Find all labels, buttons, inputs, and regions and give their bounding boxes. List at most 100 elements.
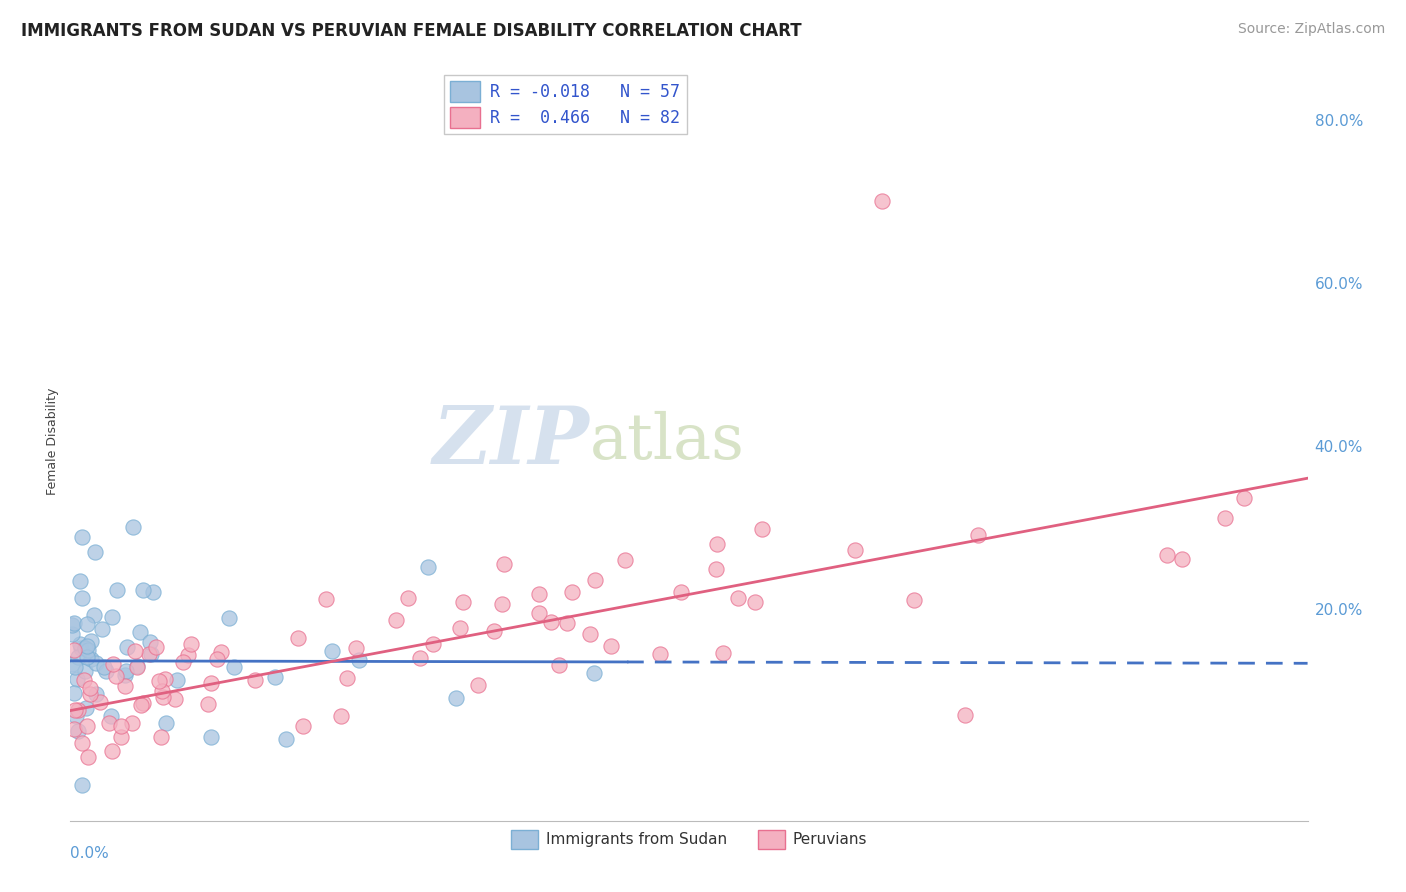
Point	[555, 616, 578, 631]
Point	[205, 652, 228, 666]
Point	[451, 595, 474, 609]
Point	[491, 598, 513, 612]
Point	[315, 591, 337, 606]
Point	[583, 573, 606, 587]
Point	[172, 656, 194, 670]
Point	[166, 673, 188, 687]
Text: atlas: atlas	[591, 411, 745, 472]
Point	[197, 698, 219, 712]
Point	[84, 656, 107, 670]
Point	[200, 730, 222, 744]
Point	[101, 657, 124, 671]
Point	[76, 650, 98, 665]
Legend: Immigrants from Sudan, Peruvians: Immigrants from Sudan, Peruvians	[505, 824, 873, 855]
Point	[711, 646, 734, 660]
Point	[75, 700, 97, 714]
Text: IMMIGRANTS FROM SUDAN VS PERUVIAN FEMALE DISABILITY CORRELATION CHART: IMMIGRANTS FROM SUDAN VS PERUVIAN FEMALE…	[21, 22, 801, 40]
Point	[903, 593, 925, 607]
Point	[77, 750, 100, 764]
Point	[79, 681, 101, 695]
Point	[132, 696, 155, 710]
Point	[72, 736, 94, 750]
Point	[63, 686, 86, 700]
Point	[110, 719, 132, 733]
Point	[222, 660, 245, 674]
Point	[329, 709, 352, 723]
Point	[97, 716, 120, 731]
Point	[492, 558, 515, 572]
Point	[65, 709, 87, 723]
Point	[131, 583, 153, 598]
Point	[209, 645, 232, 659]
Point	[650, 648, 672, 662]
Point	[751, 523, 773, 537]
Point	[706, 562, 728, 576]
Point	[89, 694, 111, 708]
Point	[142, 585, 165, 599]
Point	[527, 606, 550, 620]
Point	[953, 707, 976, 722]
Point	[76, 640, 98, 654]
Point	[561, 585, 583, 599]
Point	[467, 678, 489, 692]
Point	[60, 617, 83, 632]
Point	[80, 633, 103, 648]
Text: Source: ZipAtlas.com: Source: ZipAtlas.com	[1237, 22, 1385, 37]
Point	[145, 640, 167, 655]
Point	[1156, 548, 1178, 562]
Point	[482, 624, 505, 638]
Point	[706, 537, 728, 551]
Point	[125, 659, 148, 673]
Point	[287, 631, 309, 645]
Point	[93, 659, 115, 673]
Point	[1171, 552, 1194, 566]
Point	[129, 698, 152, 712]
Point	[449, 622, 471, 636]
Point	[101, 609, 124, 624]
Point	[91, 622, 114, 636]
Point	[79, 687, 101, 701]
Point	[80, 652, 103, 666]
Point	[153, 672, 176, 686]
Point	[114, 680, 136, 694]
Text: ZIP: ZIP	[433, 403, 591, 480]
Point	[63, 616, 86, 631]
Point	[727, 591, 749, 605]
Point	[582, 666, 605, 681]
Point	[75, 641, 97, 656]
Point	[291, 718, 314, 732]
Point	[66, 703, 89, 717]
Point	[138, 647, 160, 661]
Point	[344, 640, 367, 655]
Point	[844, 543, 866, 558]
Point	[75, 664, 97, 678]
Point	[444, 691, 467, 706]
Point	[336, 671, 359, 685]
Point	[104, 669, 127, 683]
Point	[148, 673, 170, 688]
Point	[139, 647, 162, 661]
Point	[600, 640, 623, 654]
Point	[870, 194, 893, 208]
Point	[70, 641, 93, 656]
Point	[671, 585, 693, 599]
Point	[72, 673, 94, 688]
Point	[163, 691, 186, 706]
Point	[101, 744, 124, 758]
Point	[398, 591, 420, 605]
Point	[63, 704, 86, 718]
Point	[744, 595, 766, 609]
Point	[1232, 491, 1254, 505]
Point	[72, 591, 94, 606]
Point	[548, 657, 571, 672]
Point	[1213, 511, 1236, 525]
Point	[70, 530, 93, 544]
Point	[150, 684, 173, 698]
Point	[69, 574, 91, 588]
Point	[385, 613, 408, 627]
Point	[125, 660, 148, 674]
Point	[150, 730, 173, 744]
Point	[76, 616, 98, 631]
Point	[124, 644, 146, 658]
Point	[115, 665, 138, 679]
